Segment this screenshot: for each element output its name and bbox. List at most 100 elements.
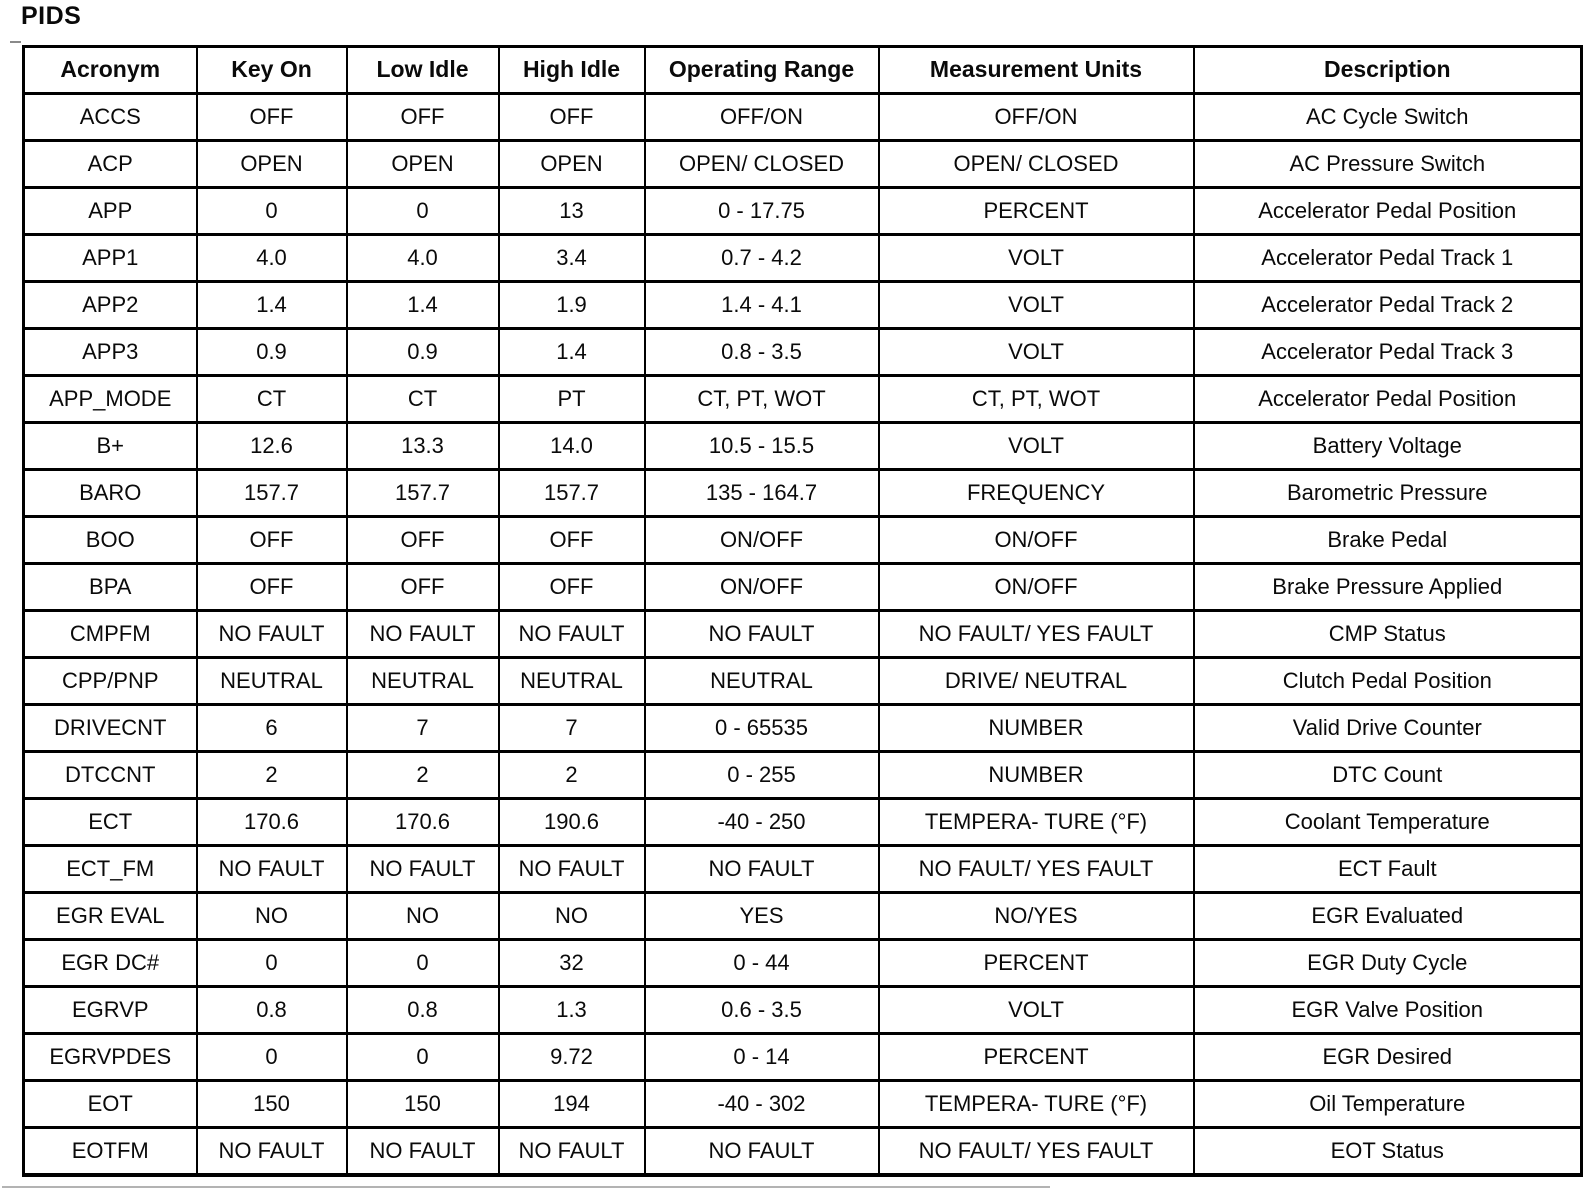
table-cell: NO FAULT [345,609,500,659]
cell-acronym: ACCS [22,92,198,142]
table-cell: 157.7 [497,468,646,518]
table-cell: 7 [497,703,646,753]
table-cell: NUMBER [877,750,1195,800]
column-header-acronym: Acronym [22,45,198,95]
cell-acronym: DRIVECNT [22,703,198,753]
table-cell: NEUTRAL [643,656,880,706]
table-cell: TEMPERA- TURE (°F) [877,797,1195,847]
cell-acronym: ECT [22,797,198,847]
table-cell: 0 - 65535 [643,703,880,753]
table-cell: OFF/ON [643,92,880,142]
table-cell: Oil Temperature [1192,1079,1583,1129]
table-row: DRIVECNT 6 7 7 0 - 65535 NUMBER Valid Drive Co… [22,703,1583,753]
cell-acronym: APP3 [22,327,198,377]
table-row: EOT 150 150 194 -40 - 302 TEMPERA- TURE (°F) O… [22,1079,1583,1129]
table-cell: Valid Drive Counter [1192,703,1583,753]
cell-acronym: CPP/PNP [22,656,198,706]
table-cell: PERCENT [877,1032,1195,1082]
table-cell: 0 - 44 [643,938,880,988]
table-cell: NO FAULT [345,844,500,894]
table-cell: OFF [195,562,348,612]
table-cell: EOT Status [1192,1126,1583,1177]
scan-artifact-notch [10,41,21,43]
table-cell: NO FAULT [643,1126,880,1177]
table-cell: Accelerator Pedal Track 2 [1192,280,1583,330]
table-cell: CT, PT, WOT [877,374,1195,424]
table-cell: OFF [497,515,646,565]
table-cell: 0.9 [345,327,500,377]
table-cell: 0 - 255 [643,750,880,800]
table-cell: 0 [345,186,500,236]
table-cell: 0.8 [195,985,348,1035]
table-cell: 0.8 - 3.5 [643,327,880,377]
table-cell: ECT Fault [1192,844,1583,894]
cell-acronym: APP [22,186,198,236]
table-cell: YES [643,891,880,941]
table-cell: OPEN/ CLOSED [877,139,1195,189]
table-cell: NO FAULT [195,844,348,894]
table-cell: OFF [345,562,500,612]
table-cell: 150 [195,1079,348,1129]
table-cell: PT [497,374,646,424]
table-row: EGR EVAL NO NO NO YES NO/YES EGR Evaluated [22,891,1583,941]
table-cell: 32 [497,938,646,988]
table-row: B+ 12.6 13.3 14.0 10.5 - 15.5 VOLT Battery Vol… [22,421,1583,471]
table-cell: 0 [195,1032,348,1082]
table-cell: NO [497,891,646,941]
table-cell: CT [195,374,348,424]
table-cell: 0 [195,938,348,988]
table-cell: EGR Evaluated [1192,891,1583,941]
table-cell: Accelerator Pedal Track 1 [1192,233,1583,283]
table-cell: NEUTRAL [345,656,500,706]
cell-acronym: APP1 [22,233,198,283]
column-header-key-on: Key On [195,45,348,95]
table-cell: 157.7 [195,468,348,518]
table-cell: 7 [345,703,500,753]
table-cell: AC Cycle Switch [1192,92,1583,142]
table-cell: ON/OFF [877,562,1195,612]
table-cell: Coolant Temperature [1192,797,1583,847]
table-cell: NO FAULT [497,609,646,659]
cell-acronym: APP2 [22,280,198,330]
table-cell: NO FAULT [195,1126,348,1177]
table-cell: 1.9 [497,280,646,330]
cell-acronym: DTCCNT [22,750,198,800]
table-cell: OFF [345,515,500,565]
table-cell: 13.3 [345,421,500,471]
table-cell: NO FAULT [643,844,880,894]
table-cell: NO FAULT [497,1126,646,1177]
table-cell: 1.4 [195,280,348,330]
table-cell: 0 - 14 [643,1032,880,1082]
table-cell: NEUTRAL [497,656,646,706]
table-row: APP1 4.0 4.0 3.4 0.7 - 4.2 VOLT Accelerator Pe… [22,233,1583,283]
table-cell: Accelerator Pedal Position [1192,374,1583,424]
table-cell: EGR Duty Cycle [1192,938,1583,988]
table-cell: Brake Pedal [1192,515,1583,565]
table-cell: 2 [195,750,348,800]
table-cell: VOLT [877,421,1195,471]
table-cell: VOLT [877,327,1195,377]
cell-acronym: EOTFM [22,1126,198,1177]
table-cell: ON/OFF [877,515,1195,565]
table-row: EGRVP 0.8 0.8 1.3 0.6 - 3.5 VOLT EGR Valve Pos… [22,985,1583,1035]
table-cell: FREQUENCY [877,468,1195,518]
table-cell: 3.4 [497,233,646,283]
cell-acronym: APP_MODE [22,374,198,424]
table-row: ACCS OFF OFF OFF OFF/ON OFF/ON AC Cycle Switch [22,92,1583,142]
table-cell: 2 [345,750,500,800]
table-cell: 157.7 [345,468,500,518]
column-header-measurement-units: Measurement Units [877,45,1195,95]
table-row: APP_MODE CT CT PT CT, PT, WOT CT, PT, WOT Acce… [22,374,1583,424]
table-row: EOTFM NO FAULT NO FAULT NO FAULT NO FAULT NO … [22,1126,1583,1177]
table-cell: -40 - 302 [643,1079,880,1129]
table-cell: 1.4 [345,280,500,330]
table-row: DTCCNT 2 2 2 0 - 255 NUMBER DTC Count [22,750,1583,800]
table-cell: NO [345,891,500,941]
cell-acronym: BPA [22,562,198,612]
table-cell: DRIVE/ NEUTRAL [877,656,1195,706]
cell-acronym: ECT_FM [22,844,198,894]
table-cell: NO/YES [877,891,1195,941]
table-cell: 10.5 - 15.5 [643,421,880,471]
table-cell: 194 [497,1079,646,1129]
page-title: PIDS [21,2,82,30]
